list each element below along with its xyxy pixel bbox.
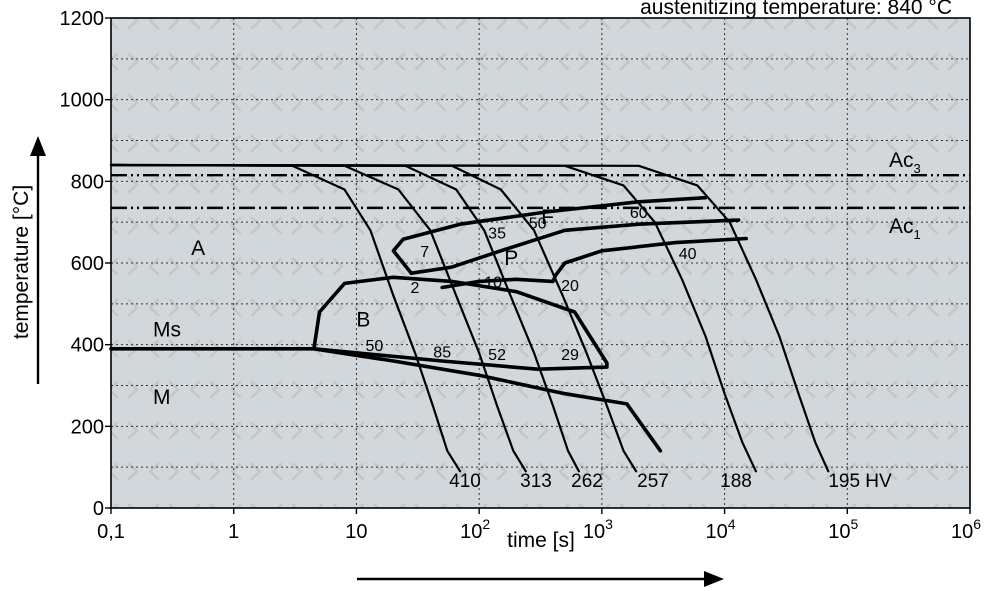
x-tick-label: 102 [460, 516, 490, 543]
curve-annotation: 52 [488, 347, 506, 364]
chart-title: austenitizing temperature: 840 °C [640, 0, 952, 19]
x-tick-label: 1 [228, 521, 239, 543]
x-tick-label: 104 [706, 516, 736, 543]
hardness-label: 262 [571, 471, 603, 492]
curve-annotation: 10 [484, 275, 502, 292]
curve-annotation: 50 [365, 338, 383, 355]
boundary-pearlite-end [440, 236, 748, 290]
y-tick-label: 1000 [60, 90, 105, 112]
phase-label-m: M [153, 386, 171, 409]
curve-annotation: 60 [630, 205, 648, 222]
y-tick-label: 400 [71, 335, 104, 357]
cooling-curve-257 [109, 163, 638, 473]
x-tick-label: 103 [583, 516, 613, 543]
curve-annotation: 35 [488, 226, 506, 243]
y-tick-label: 600 [71, 253, 104, 275]
boundary-bainite-region [312, 275, 609, 371]
curve-annotation: 40 [679, 246, 697, 263]
boundary-martensite-start [109, 347, 663, 453]
x-axis-arrowhead [704, 571, 724, 587]
curve-annotation: 2 [411, 280, 420, 297]
y-axis-label: temperature [°C] [10, 185, 33, 339]
cooling-curve-188 [109, 163, 757, 473]
hardness-label: 195 HV [828, 471, 892, 492]
curve-annotation: 7 [420, 244, 429, 261]
phase-label-p: P [504, 247, 518, 270]
hardness-label: 410 [449, 471, 481, 492]
y-tick-label: 1200 [60, 8, 105, 30]
curve-annotation: 29 [561, 347, 579, 364]
cooling-curve-410 [109, 163, 462, 473]
phase-label-b: B [356, 308, 370, 331]
hardness-label: 257 [637, 471, 669, 492]
x-tick-label: 10 [345, 521, 367, 543]
cooling-curve-262 [109, 163, 580, 473]
cooling-curve-195 [109, 163, 830, 473]
hardness-label: 313 [520, 471, 552, 492]
y-axis-arrowhead [30, 136, 46, 156]
phase-label-ms: Ms [153, 319, 181, 342]
y-tick-label: 0 [93, 498, 104, 520]
x-tick-label: 105 [828, 516, 858, 543]
curve-annotation: 85 [433, 345, 451, 362]
curve-annotation: 20 [561, 278, 579, 295]
curve-annotation: 50 [529, 215, 547, 232]
y-tick-label: 200 [71, 416, 104, 438]
x-tick-label: 0,1 [97, 521, 125, 543]
cooling-curve-313 [109, 163, 527, 473]
y-tick-label: 800 [71, 171, 104, 193]
phase-label-f: F [541, 206, 554, 229]
hardness-label: 188 [720, 471, 752, 492]
x-axis-label: time [s] [507, 529, 575, 552]
x-tick-label: 106 [951, 516, 981, 543]
phase-label-a: A [191, 237, 205, 260]
